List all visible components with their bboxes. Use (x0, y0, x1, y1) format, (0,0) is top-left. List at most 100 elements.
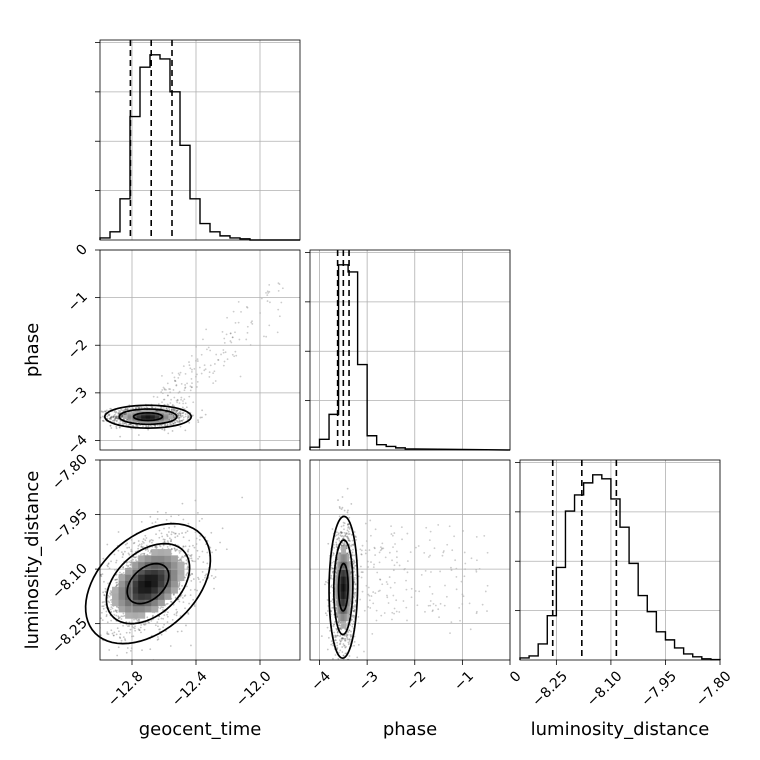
sample-point (265, 291, 267, 294)
sample-point (210, 574, 213, 577)
sample-point (234, 321, 237, 324)
sample-point (125, 413, 127, 416)
sample-point (183, 389, 186, 392)
sample-point (114, 411, 117, 414)
sample-point (327, 636, 330, 639)
sample-point (125, 412, 128, 415)
sample-point (246, 331, 249, 334)
sample-point (189, 385, 192, 388)
sample-point (335, 534, 338, 537)
sample-point (178, 374, 181, 376)
sample-point (361, 544, 364, 547)
sample-point (370, 534, 372, 537)
sample-point (115, 584, 118, 587)
sample-point (137, 547, 140, 550)
sample-point (352, 605, 355, 608)
sample-point (352, 548, 354, 551)
sample-point (97, 589, 99, 591)
sample-point (353, 561, 356, 564)
sample-point (198, 538, 201, 541)
sample-point (177, 412, 179, 415)
sample-point (122, 571, 125, 574)
sample-point (454, 559, 457, 562)
sample-point (338, 651, 340, 654)
sample-point (335, 639, 337, 642)
sample-point (343, 522, 346, 525)
density-bin (177, 561, 185, 569)
sample-point (107, 414, 110, 417)
sample-point (171, 421, 174, 424)
sample-point (103, 580, 105, 583)
sample-point (173, 547, 176, 550)
sample-point (186, 585, 188, 588)
sample-point (184, 386, 187, 389)
sample-point (133, 541, 136, 544)
sample-point (166, 533, 168, 536)
sample-point (395, 610, 398, 613)
sample-point (434, 604, 437, 607)
sample-point (120, 618, 123, 620)
sample-point (449, 632, 451, 635)
sample-point (110, 592, 113, 595)
sample-point (179, 420, 182, 422)
sample-point (268, 324, 271, 327)
sample-point (369, 519, 372, 522)
density-bin (144, 593, 152, 600)
sample-point (213, 587, 215, 590)
sample-point (202, 579, 204, 581)
sample-point (112, 634, 115, 637)
sample-point (481, 603, 484, 606)
sample-point (344, 637, 347, 640)
sample-point (349, 640, 351, 643)
density-bin (170, 574, 178, 581)
sample-point (453, 535, 456, 538)
sample-point (126, 647, 129, 649)
sample-point (141, 649, 143, 652)
sample-point (334, 639, 337, 641)
sample-point (144, 534, 147, 537)
sample-point (173, 410, 176, 412)
sample-point (144, 623, 147, 626)
sample-point (173, 409, 176, 412)
sample-point (116, 654, 119, 657)
sample-point (178, 600, 181, 603)
sample-point (386, 594, 388, 597)
sample-point (339, 627, 341, 630)
sample-point (332, 623, 335, 626)
sample-point (196, 549, 199, 552)
sample-point (378, 561, 381, 564)
sample-point (188, 539, 191, 542)
sample-point (171, 408, 174, 411)
sample-point (189, 574, 192, 577)
sample-point (164, 424, 167, 427)
sample-point (349, 634, 352, 636)
sample-point (123, 413, 126, 415)
sample-point (127, 552, 130, 555)
sample-point (189, 367, 192, 370)
sample-point (336, 538, 338, 541)
sample-point (187, 613, 190, 615)
sample-point (104, 603, 107, 606)
sample-point (431, 609, 434, 612)
sample-point (100, 617, 102, 620)
sample-point (178, 587, 181, 590)
sample-point (114, 609, 117, 611)
sample-point (345, 634, 348, 637)
sample-point (125, 408, 128, 411)
sample-point (215, 549, 217, 551)
sample-point (174, 532, 176, 535)
sample-point (167, 531, 170, 533)
sample-point (106, 631, 109, 634)
sample-point (343, 544, 345, 547)
sample-point (102, 410, 105, 413)
sample-point (352, 563, 355, 565)
sample-point (83, 661, 85, 663)
sample-point (175, 409, 178, 412)
sample-point (95, 609, 97, 611)
sample-point (342, 537, 345, 540)
sample-point (190, 354, 193, 357)
sample-point (158, 544, 161, 547)
sample-point (359, 598, 362, 601)
sample-point (405, 606, 408, 609)
sample-point (158, 536, 161, 539)
